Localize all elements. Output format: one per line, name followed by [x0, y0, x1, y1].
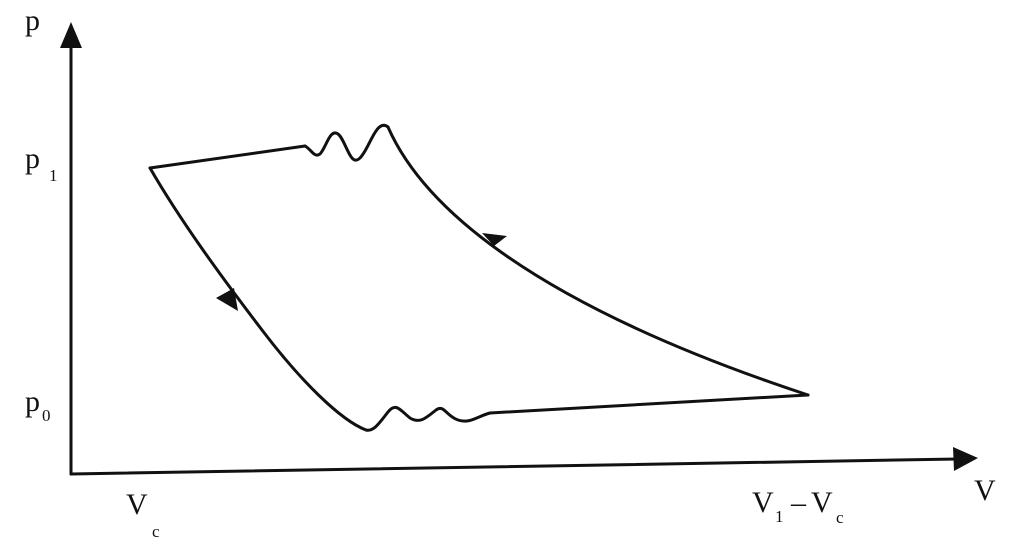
p1-label: p [25, 142, 40, 175]
cycle-bottom-wiggle [364, 405, 492, 432]
v1-minus: – [790, 486, 807, 519]
vc-label: V [126, 488, 148, 521]
x-axis-label: V [974, 474, 996, 507]
p1-subscript: 1 [49, 166, 58, 185]
vc-subscript: c [152, 522, 160, 541]
y-axis-label: p [25, 4, 40, 37]
v1-subscript: 1 [775, 507, 784, 526]
compression-arrow [216, 288, 238, 311]
y-axis-arrowhead [60, 22, 82, 48]
cycle-top-line [148, 144, 307, 170]
expansion-arrow [482, 233, 507, 246]
p0-subscript: 0 [42, 406, 51, 425]
cycle-top-wiggle [303, 123, 390, 162]
x-axis-arrowhead [953, 447, 978, 471]
vc2-subscript: c [836, 508, 844, 527]
compression-curve [148, 166, 368, 432]
p0-label: p [25, 385, 40, 418]
expansion-curve [386, 125, 810, 397]
v1-label: V [752, 486, 774, 519]
cycle-bottom-line [488, 393, 810, 415]
x-axis [69, 457, 960, 476]
vc2-label: V [811, 486, 833, 519]
